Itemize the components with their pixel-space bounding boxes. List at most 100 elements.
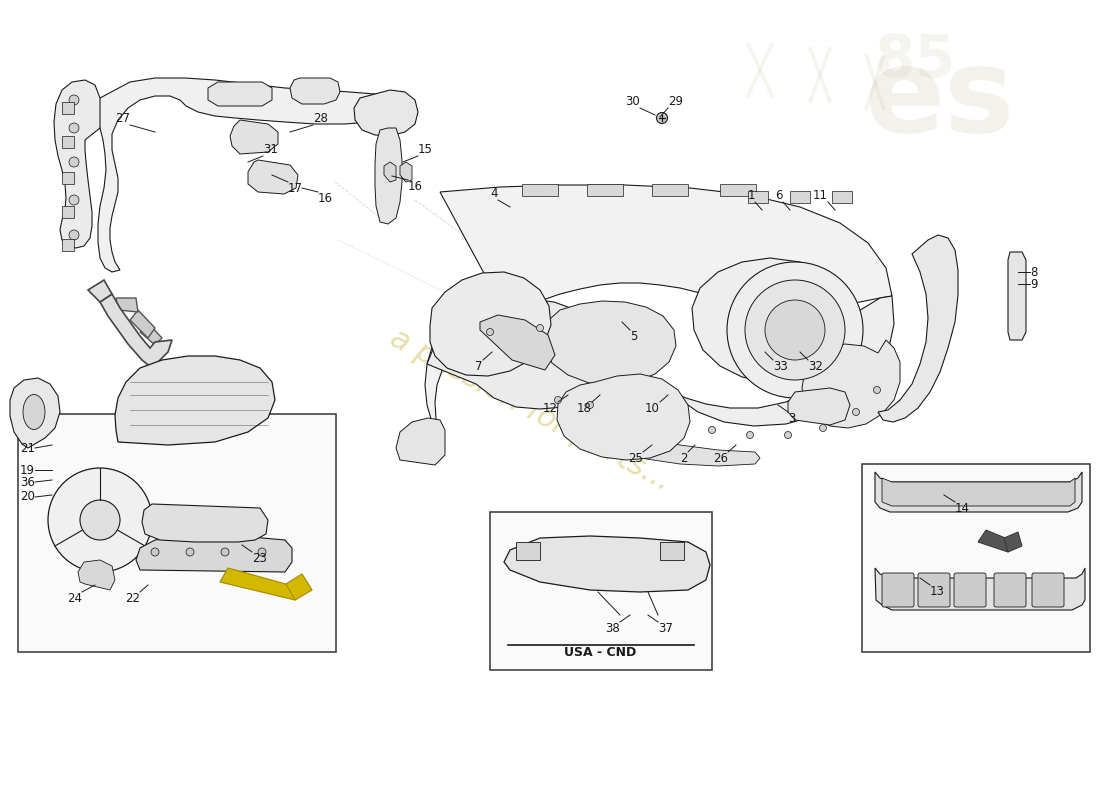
Text: 10: 10 — [645, 402, 660, 415]
Circle shape — [80, 500, 120, 540]
Polygon shape — [396, 418, 446, 465]
Circle shape — [586, 402, 594, 409]
Polygon shape — [1004, 532, 1022, 552]
FancyBboxPatch shape — [918, 573, 950, 607]
Text: a passion for parts...: a passion for parts... — [385, 323, 675, 497]
Polygon shape — [290, 78, 340, 104]
Text: 38: 38 — [605, 622, 620, 635]
Text: 20: 20 — [20, 490, 35, 503]
Polygon shape — [978, 530, 1015, 552]
FancyBboxPatch shape — [954, 573, 986, 607]
Polygon shape — [832, 191, 852, 203]
Bar — [18, 414, 336, 652]
Polygon shape — [522, 184, 558, 196]
Polygon shape — [587, 184, 623, 196]
Circle shape — [69, 195, 79, 205]
FancyBboxPatch shape — [1032, 573, 1064, 607]
Polygon shape — [220, 568, 300, 600]
Circle shape — [69, 157, 79, 167]
Circle shape — [820, 425, 826, 431]
Polygon shape — [100, 294, 172, 368]
Polygon shape — [248, 160, 298, 194]
Circle shape — [745, 280, 845, 380]
Circle shape — [151, 548, 160, 556]
Text: 85: 85 — [874, 31, 956, 89]
Text: 26: 26 — [713, 452, 728, 465]
Polygon shape — [636, 438, 760, 466]
Text: 36: 36 — [20, 475, 35, 489]
Polygon shape — [720, 184, 756, 196]
Circle shape — [258, 548, 266, 556]
Text: 31: 31 — [263, 143, 278, 156]
Polygon shape — [878, 235, 958, 422]
Text: 18: 18 — [578, 402, 592, 415]
Polygon shape — [802, 340, 900, 428]
Circle shape — [873, 386, 880, 394]
Text: 12: 12 — [543, 402, 558, 415]
Circle shape — [708, 426, 715, 434]
FancyBboxPatch shape — [994, 573, 1026, 607]
Circle shape — [537, 325, 543, 331]
Text: 2: 2 — [681, 452, 688, 465]
Circle shape — [657, 113, 668, 123]
Text: 15: 15 — [418, 143, 433, 156]
Circle shape — [852, 409, 859, 415]
Text: 29: 29 — [668, 95, 683, 108]
Polygon shape — [504, 536, 710, 592]
Bar — [490, 512, 712, 670]
Bar — [62, 136, 74, 148]
Text: 33: 33 — [773, 360, 788, 373]
Text: 25: 25 — [628, 452, 643, 465]
Polygon shape — [10, 378, 60, 448]
Polygon shape — [546, 301, 676, 385]
Text: 28: 28 — [314, 112, 328, 125]
Circle shape — [48, 468, 152, 572]
Polygon shape — [660, 542, 684, 560]
Polygon shape — [874, 472, 1082, 512]
Polygon shape — [92, 78, 400, 272]
Polygon shape — [400, 162, 412, 182]
Bar — [62, 206, 74, 218]
Text: 30: 30 — [625, 95, 640, 108]
Polygon shape — [1008, 252, 1026, 340]
Text: 13: 13 — [930, 585, 945, 598]
Polygon shape — [78, 560, 116, 590]
Bar — [862, 464, 1090, 652]
Ellipse shape — [23, 394, 45, 430]
Polygon shape — [354, 90, 418, 136]
Polygon shape — [54, 80, 100, 248]
Circle shape — [221, 548, 229, 556]
Polygon shape — [652, 184, 688, 196]
Text: 3: 3 — [788, 412, 795, 425]
Text: 24: 24 — [67, 592, 82, 605]
Polygon shape — [748, 191, 768, 203]
Text: 32: 32 — [808, 360, 823, 373]
Polygon shape — [140, 323, 162, 345]
Text: 7: 7 — [475, 360, 483, 373]
Circle shape — [69, 123, 79, 133]
Polygon shape — [116, 298, 138, 312]
Polygon shape — [230, 120, 278, 154]
Polygon shape — [375, 128, 402, 224]
Polygon shape — [790, 191, 810, 203]
Polygon shape — [384, 162, 396, 182]
Text: 27: 27 — [116, 112, 130, 125]
Polygon shape — [430, 272, 551, 376]
Text: 6: 6 — [776, 189, 783, 202]
Polygon shape — [142, 504, 268, 542]
Circle shape — [784, 431, 792, 438]
Text: 22: 22 — [125, 592, 140, 605]
Text: 4: 4 — [491, 187, 498, 200]
Bar — [62, 172, 74, 184]
Polygon shape — [516, 542, 540, 560]
Polygon shape — [874, 568, 1085, 610]
Text: 11: 11 — [813, 189, 828, 202]
Polygon shape — [427, 299, 612, 409]
Circle shape — [554, 397, 561, 403]
Text: 21: 21 — [20, 442, 35, 454]
Polygon shape — [88, 280, 112, 302]
Circle shape — [69, 230, 79, 240]
Text: 8: 8 — [1030, 266, 1037, 278]
Circle shape — [186, 548, 194, 556]
Bar — [62, 239, 74, 251]
